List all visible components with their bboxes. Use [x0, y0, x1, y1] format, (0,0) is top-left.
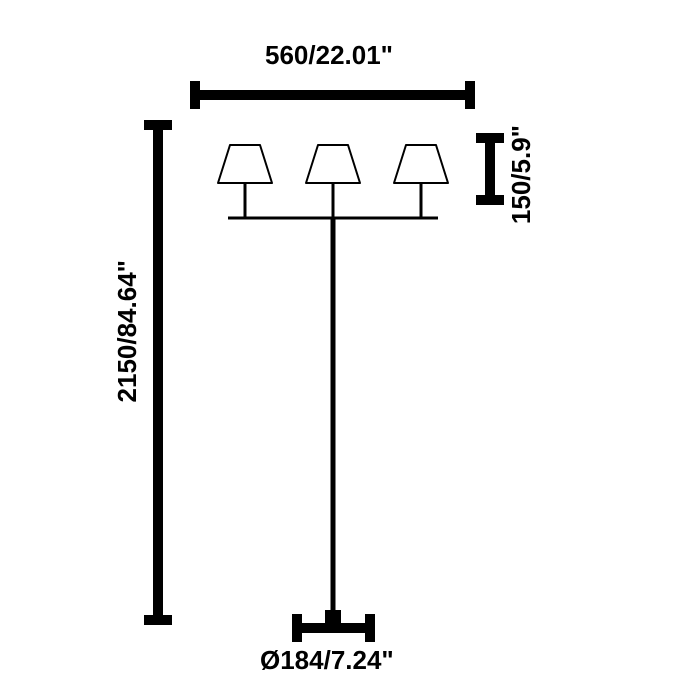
- base-diameter-label: Ø184/7.24": [260, 645, 394, 676]
- shade-height-label: 150/5.9": [506, 125, 537, 224]
- height-total-label: 2150/84.64": [112, 260, 143, 402]
- lamp-dimension-diagram: [0, 0, 700, 700]
- width-top-label: 560/22.01": [265, 40, 393, 71]
